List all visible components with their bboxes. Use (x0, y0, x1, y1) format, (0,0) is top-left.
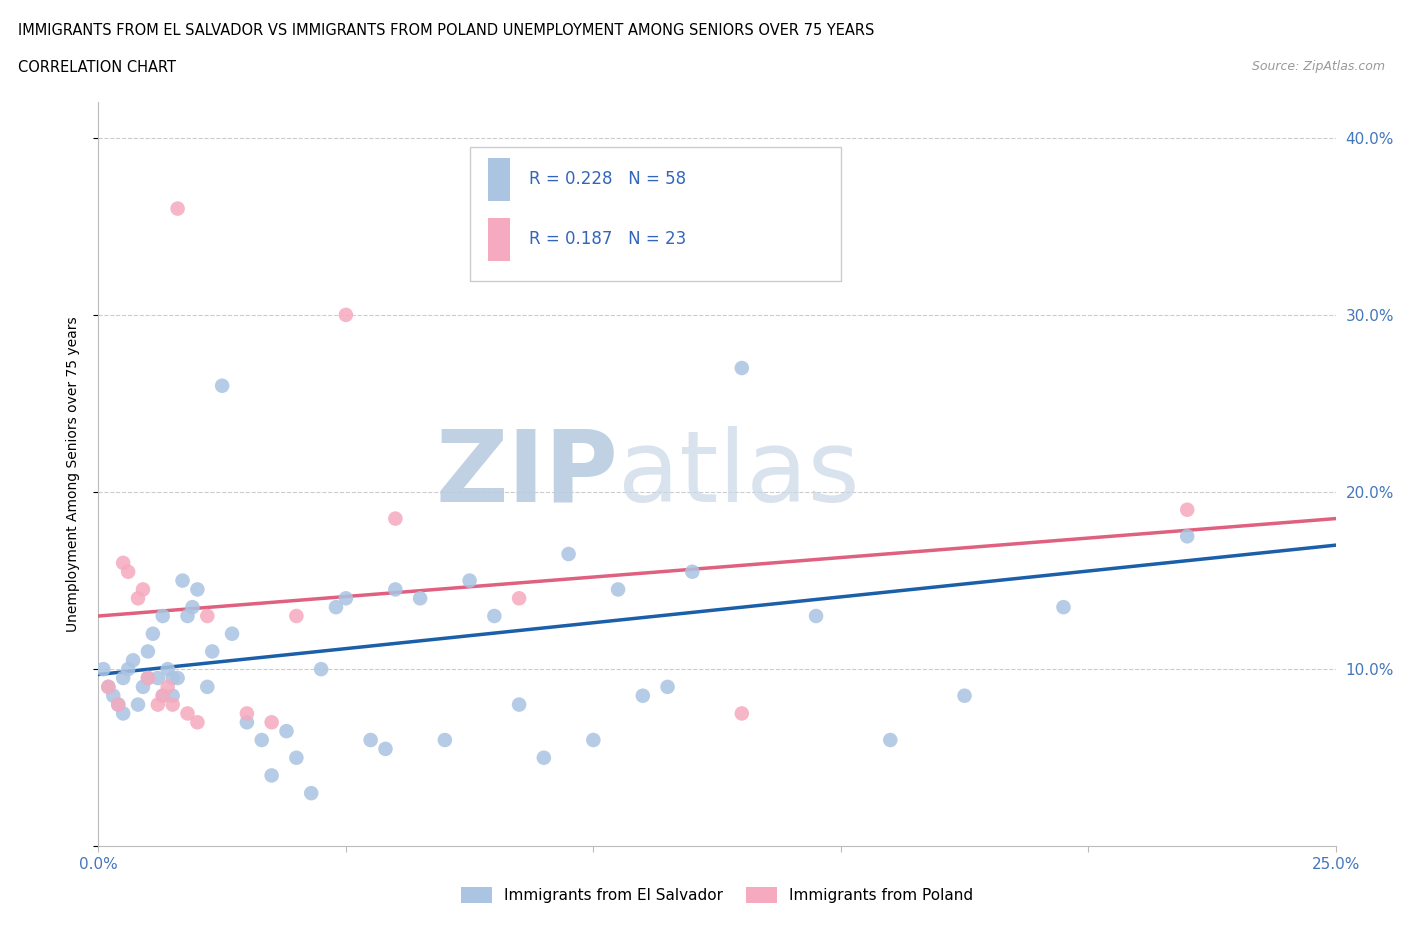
Point (236, 715, 259, 730)
Point (309, 662, 332, 677)
Point (152, 688, 174, 703)
Point (276, 724, 298, 738)
Point (260, 768, 283, 783)
Point (384, 512, 406, 526)
Point (360, 733, 382, 748)
Point (508, 698, 530, 712)
Point (433, 733, 456, 748)
Text: atlas: atlas (619, 426, 859, 523)
Point (181, 600, 204, 615)
Point (260, 715, 283, 730)
Point (557, 547, 579, 562)
Point (953, 688, 976, 703)
Point (166, 201, 188, 216)
Point (804, 608, 827, 623)
Point (156, 680, 179, 695)
Point (201, 644, 224, 658)
Point (176, 706, 198, 721)
Point (1052, 600, 1074, 615)
Point (195, 680, 218, 695)
Point (211, 379, 233, 393)
Bar (488, 158, 510, 201)
Point (508, 591, 530, 605)
Point (162, 698, 184, 712)
Point (484, 608, 506, 623)
Point (152, 688, 174, 703)
Point (335, 591, 357, 605)
Point (236, 706, 259, 721)
Point (132, 680, 155, 695)
Point (285, 608, 308, 623)
Point (299, 786, 322, 801)
Bar (488, 218, 510, 260)
Point (97, 680, 120, 695)
Point (112, 671, 135, 685)
Point (186, 582, 208, 597)
Text: R = 0.228   N = 58: R = 0.228 N = 58 (529, 170, 686, 188)
Point (127, 591, 149, 605)
Point (93, 662, 115, 677)
Point (162, 671, 184, 685)
Point (533, 751, 555, 765)
Point (112, 706, 135, 721)
Point (172, 573, 194, 588)
Point (176, 608, 198, 623)
Point (657, 680, 679, 695)
Point (195, 608, 218, 623)
Point (409, 591, 432, 605)
Point (221, 626, 243, 641)
Point (146, 698, 169, 712)
Point (879, 733, 901, 748)
Point (112, 555, 135, 570)
Y-axis label: Unemployment Among Seniors over 75 years: Unemployment Among Seniors over 75 years (66, 316, 80, 632)
Point (132, 582, 155, 597)
Point (142, 626, 165, 641)
Point (136, 671, 159, 685)
Point (117, 565, 139, 579)
Point (631, 688, 654, 703)
Point (117, 662, 139, 677)
Text: Source: ZipAtlas.com: Source: ZipAtlas.com (1251, 60, 1385, 73)
Point (731, 706, 754, 721)
Point (146, 671, 169, 685)
Point (152, 608, 174, 623)
Text: ZIP: ZIP (436, 426, 619, 523)
Point (374, 741, 396, 756)
Point (285, 751, 308, 765)
Point (136, 671, 159, 685)
Point (335, 308, 357, 323)
Point (186, 715, 208, 730)
Point (384, 582, 406, 597)
FancyBboxPatch shape (470, 147, 841, 281)
Point (250, 733, 273, 748)
Point (122, 653, 145, 668)
Point (325, 600, 347, 615)
Point (1175, 502, 1198, 517)
Point (103, 688, 125, 703)
Point (731, 361, 754, 376)
Point (107, 698, 129, 712)
Text: R = 0.187   N = 23: R = 0.187 N = 23 (529, 231, 686, 248)
Point (458, 573, 481, 588)
Text: IMMIGRANTS FROM EL SALVADOR VS IMMIGRANTS FROM POLAND UNEMPLOYMENT AMONG SENIORS: IMMIGRANTS FROM EL SALVADOR VS IMMIGRANT… (18, 23, 875, 38)
Point (162, 688, 184, 703)
Point (107, 698, 129, 712)
Point (97, 680, 120, 695)
Text: CORRELATION CHART: CORRELATION CHART (18, 60, 176, 75)
Point (166, 671, 188, 685)
Point (1175, 529, 1198, 544)
Point (156, 662, 179, 677)
Point (582, 733, 605, 748)
Point (136, 644, 159, 658)
Legend: Immigrants from El Salvador, Immigrants from Poland: Immigrants from El Salvador, Immigrants … (456, 881, 979, 910)
Point (607, 582, 630, 597)
Point (681, 565, 703, 579)
Point (127, 698, 149, 712)
